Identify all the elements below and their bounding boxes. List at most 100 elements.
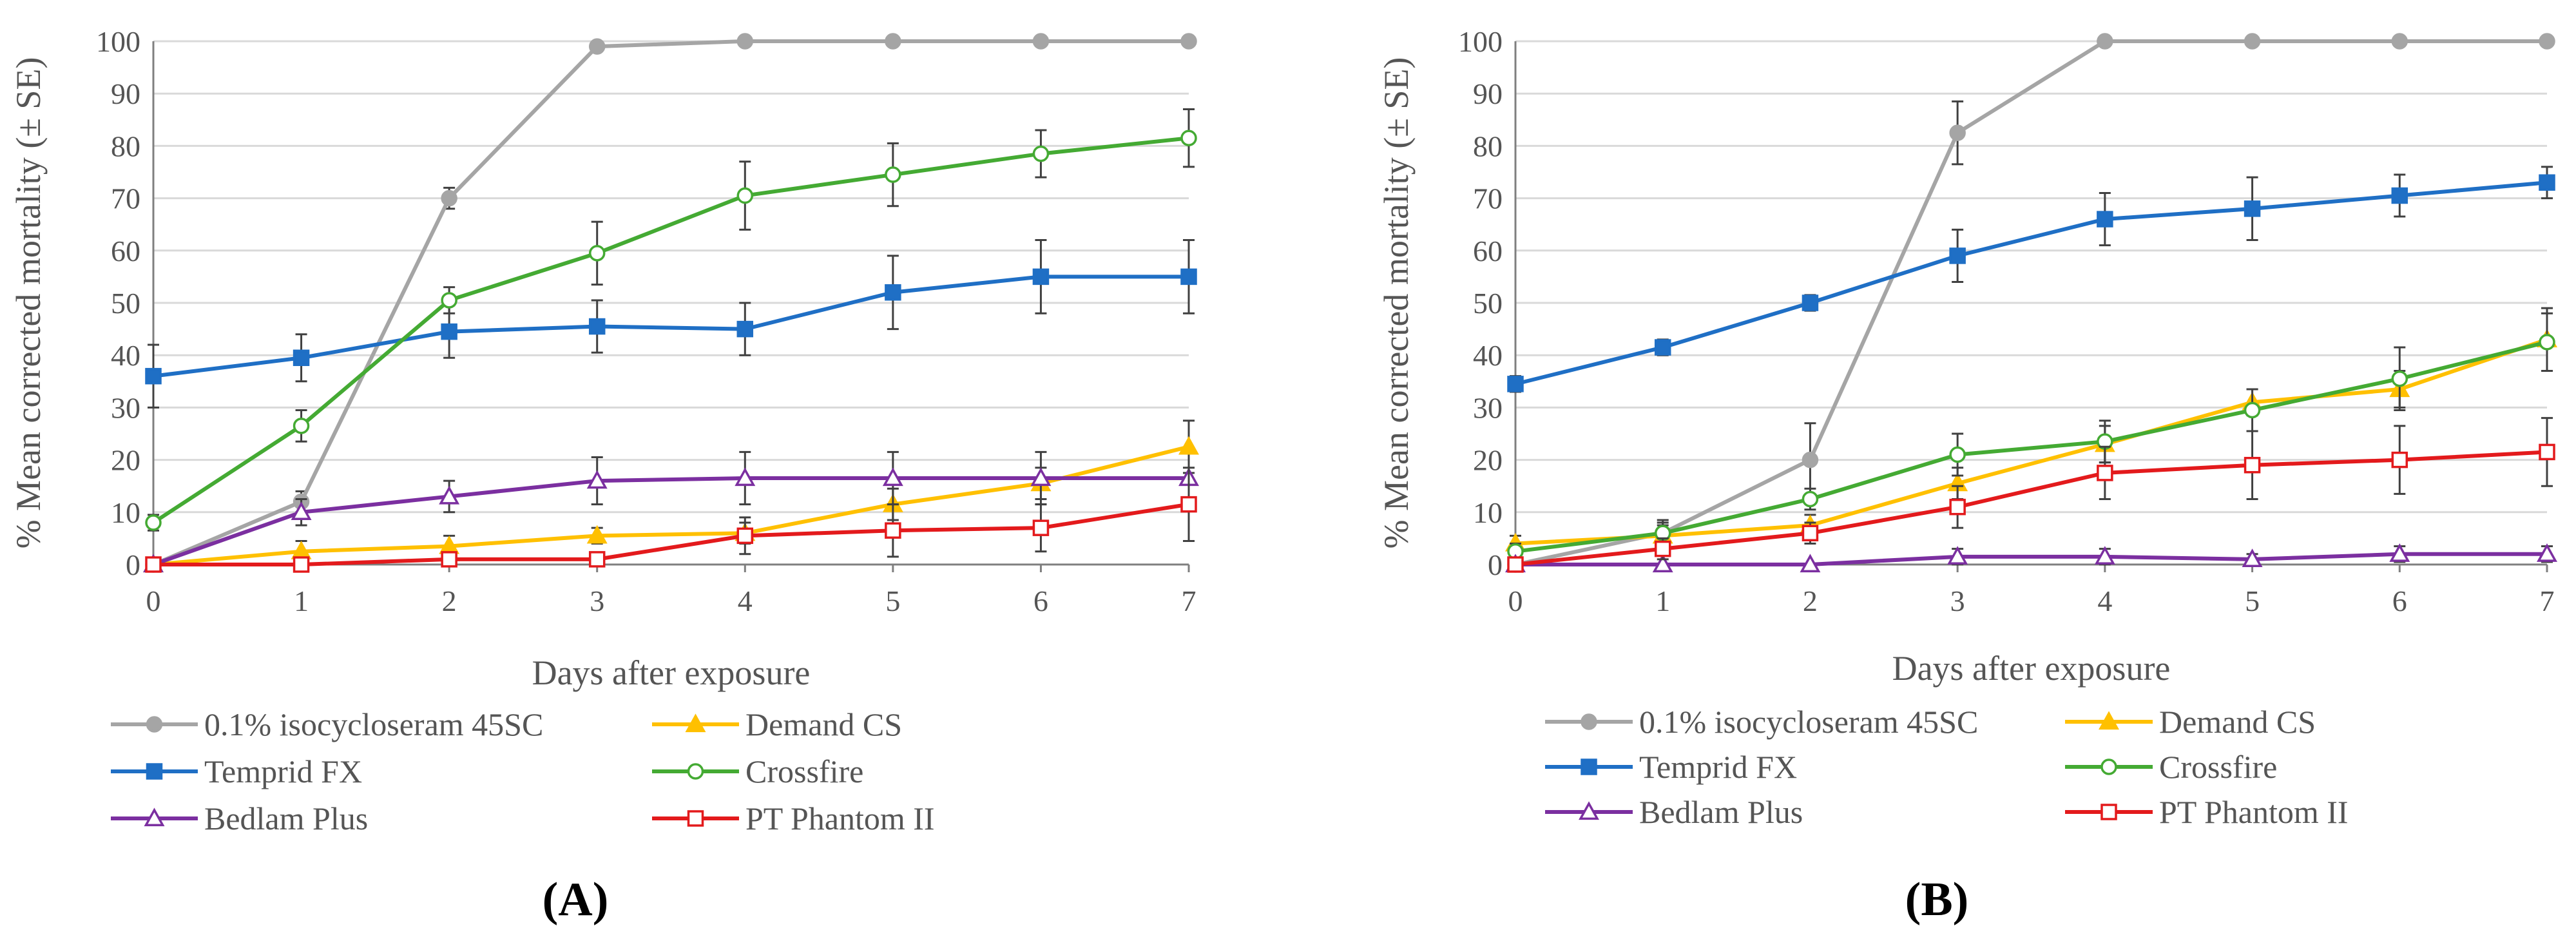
legend: 0.1% isocycloseram 45SC Demand CS Temprid … [111, 706, 935, 836]
legend-marker [144, 807, 165, 827]
series-pt-phantom-ii [1507, 417, 2555, 573]
data-point [1030, 467, 1052, 487]
y-tick-label: 100 [96, 25, 140, 58]
data-point [1949, 247, 1966, 264]
series-line [1515, 337, 2548, 546]
data-point [291, 501, 312, 520]
data-point [2389, 543, 2410, 562]
legend-marker [146, 763, 163, 780]
x-tick-label: 1 [294, 584, 309, 617]
data-point [1180, 130, 1197, 146]
y-tick-label: 20 [1473, 444, 1503, 477]
chart-panel-a: 0 10 20 30 40 50 60 70 80 90 100 0 1 2 3 4 5 6 7 Days after… [9, 25, 1199, 926]
series-line [152, 39, 1189, 566]
data-point [1032, 33, 1050, 50]
data-point [1507, 556, 1524, 573]
y-tick-label: 70 [111, 182, 140, 215]
data-point [588, 318, 606, 335]
data-point [885, 33, 901, 50]
data-point [588, 38, 606, 55]
series-line [153, 502, 1189, 566]
data-point [1800, 554, 1821, 573]
series-temprid-fx [145, 239, 1197, 409]
data-point [1652, 554, 1673, 573]
y-tick-label: 100 [1458, 25, 1503, 58]
y-tick-label: 10 [111, 496, 140, 529]
y-tick-label: 70 [1473, 182, 1503, 215]
x-tick-label: 6 [1033, 584, 1048, 617]
legend-marker [1579, 801, 1599, 820]
legend-marker [2100, 804, 2117, 820]
legend-label: PT Phantom II [2159, 794, 2349, 830]
data-point [1032, 268, 1050, 285]
x-tick-label: 6 [2392, 584, 2407, 617]
data-point [586, 525, 608, 544]
data-point [1654, 339, 1671, 356]
legend-marker [687, 763, 704, 780]
legend-marker [2100, 758, 2117, 775]
data-point [2539, 33, 2555, 50]
data-point [1178, 436, 1199, 455]
series-line [152, 136, 1189, 525]
x-tick-label: 2 [442, 584, 457, 617]
data-point [2244, 33, 2261, 50]
data-point [293, 418, 310, 434]
panel-label: (A) [543, 873, 609, 926]
series-line [1515, 340, 2548, 554]
data-point [441, 292, 457, 309]
legend-label: Demand CS [2159, 704, 2316, 740]
x-tick-label: 7 [2540, 584, 2555, 617]
legend: 0.1% isocycloseram 45SC Demand CS Temprid … [1545, 704, 2349, 830]
data-point [441, 323, 457, 340]
legend-marker [146, 716, 163, 733]
data-point [2244, 401, 2261, 419]
data-point [736, 527, 754, 545]
data-point [1654, 540, 1671, 557]
legend-label: Crossfire [745, 753, 863, 789]
x-axis-title: Days after exposure [532, 653, 811, 692]
data-point [1180, 268, 1197, 285]
data-point [1947, 546, 1968, 565]
data-point [1949, 124, 1966, 141]
y-tick-label: 40 [1473, 339, 1503, 372]
chart-panel-b: 0 10 20 30 40 50 60 70 80 90 100 0 1 2 3 4 5 6 7 Days after… [1377, 25, 2557, 926]
y-tick-label: 20 [111, 444, 140, 477]
legend-marker [687, 810, 704, 827]
data-point [2242, 548, 2263, 568]
legend-label: Crossfire [2159, 749, 2277, 785]
y-tick-label: 0 [126, 548, 140, 581]
x-tick-label: 0 [146, 584, 161, 617]
data-point [1802, 451, 1819, 468]
data-point [2097, 211, 2113, 227]
data-point [736, 320, 754, 338]
legend-marker [1581, 758, 1597, 775]
data-point [1802, 295, 1819, 311]
data-point [736, 187, 754, 204]
data-point [2539, 334, 2555, 351]
data-point [441, 551, 457, 568]
x-axis-title: Days after exposure [1892, 649, 2171, 688]
legend-label: Bedlam Plus [204, 800, 368, 836]
legend-marker [2099, 711, 2119, 730]
data-point [1949, 446, 1966, 463]
series-line [1515, 39, 2547, 566]
legend-label: 0.1% isocycloseram 45SC [204, 706, 543, 742]
series-line [153, 445, 1189, 566]
series-line [1515, 552, 2547, 566]
y-tick-label: 0 [1488, 548, 1503, 581]
data-point [145, 556, 162, 573]
data-point [2391, 187, 2408, 204]
y-tick-label: 10 [1473, 496, 1503, 529]
y-tick-label: 90 [111, 77, 140, 110]
x-tick-label: 3 [590, 584, 604, 617]
legend-marker [1581, 713, 1597, 730]
legend-label: Demand CS [745, 706, 902, 742]
data-point [145, 367, 162, 385]
x-tick-label: 5 [2245, 584, 2260, 617]
data-point [1032, 519, 1050, 536]
data-point [588, 245, 606, 262]
series-line [153, 275, 1189, 378]
legend-label: Temprid FX [204, 753, 362, 789]
y-tick-label: 60 [111, 235, 140, 267]
x-tick-label: 2 [1803, 584, 1818, 617]
